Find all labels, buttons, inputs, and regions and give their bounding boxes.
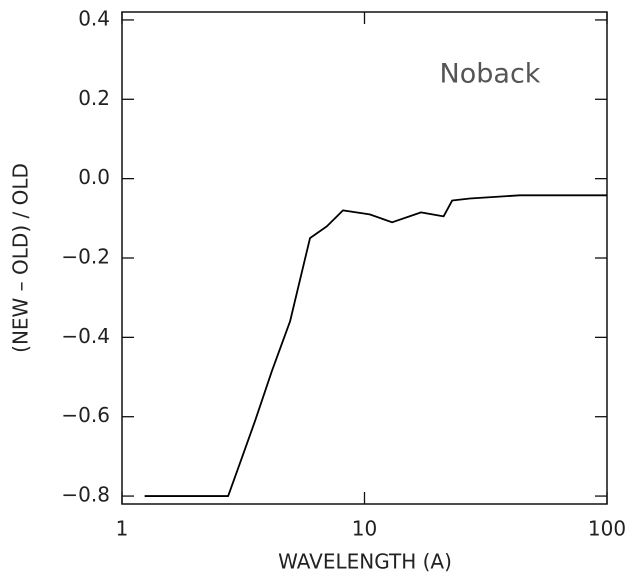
y-tick-label: −0.8 bbox=[61, 483, 110, 507]
annotation: Noback bbox=[440, 59, 541, 90]
y-tick-label: 0.2 bbox=[78, 86, 110, 110]
y-tick-label: −0.4 bbox=[61, 324, 110, 348]
y-tick-label: −0.6 bbox=[61, 403, 110, 427]
x-axis-label: WAVELENGTH (A) bbox=[278, 550, 452, 574]
y-tick-label: 0.0 bbox=[78, 165, 110, 189]
x-tick-label: 1 bbox=[116, 517, 129, 541]
x-tick-label: 10 bbox=[352, 517, 377, 541]
data-line bbox=[144, 194, 607, 497]
x-tick-label: 100 bbox=[588, 517, 626, 541]
y-tick-label: 0.4 bbox=[78, 6, 110, 30]
y-tick-label: −0.2 bbox=[61, 245, 110, 269]
y-axis-label: (NEW – OLD) / OLD bbox=[9, 163, 33, 353]
